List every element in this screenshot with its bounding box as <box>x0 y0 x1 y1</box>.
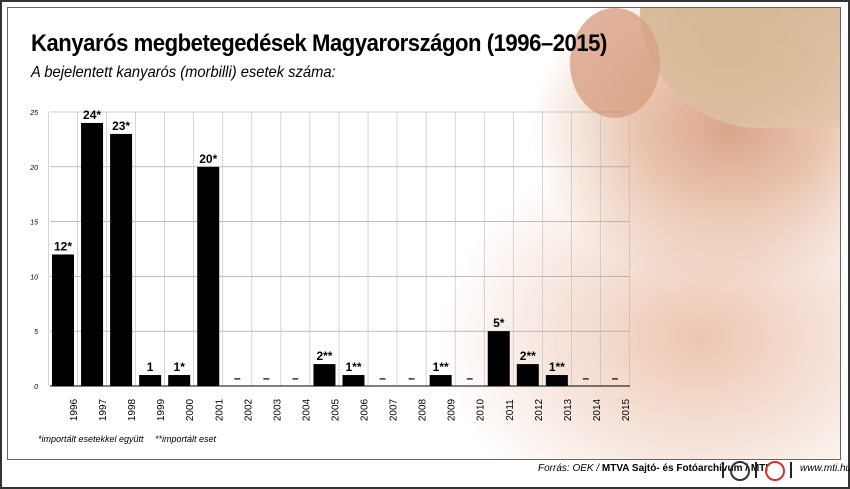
x-tick-label: 2002 <box>243 398 254 421</box>
chart-subtitle: A bejelentett kanyarós (morbilli) esetek… <box>31 64 336 81</box>
x-tick-label: 2010 <box>476 398 487 421</box>
bar-2009 <box>429 375 452 386</box>
footnote-single: *importált esetekkel együtt <box>38 434 144 444</box>
footnote-double: **importált eset <box>155 434 217 444</box>
data-label: – <box>234 371 241 385</box>
x-tick-label: 2004 <box>301 398 312 421</box>
bar-2005 <box>313 364 336 386</box>
bar-1996 <box>52 254 74 386</box>
y-tick-label: 25 <box>29 110 38 117</box>
data-label: 12* <box>54 239 72 253</box>
y-tick-label: 15 <box>30 220 38 227</box>
data-label: – <box>466 371 473 385</box>
data-label: – <box>408 371 415 385</box>
data-label: – <box>292 371 299 385</box>
data-label: 1 <box>147 360 154 374</box>
divider <box>722 462 724 478</box>
divider <box>755 462 757 478</box>
x-tick-label: 2013 <box>563 398 574 421</box>
data-label: – <box>612 371 619 385</box>
x-tick-label: 2008 <box>418 398 429 421</box>
bar-2012 <box>516 364 539 386</box>
bar-2011 <box>487 331 510 386</box>
x-tick-label: 2005 <box>330 398 341 421</box>
x-tick-label: 1996 <box>69 398 80 421</box>
x-tick-label: 2000 <box>185 398 196 421</box>
bar-1997 <box>81 122 104 387</box>
data-label: 5* <box>493 316 505 330</box>
divider <box>790 462 792 478</box>
x-tick-label: 2006 <box>360 398 371 421</box>
data-label: 2** <box>316 349 332 363</box>
data-label: 1** <box>433 360 449 374</box>
x-tick-label: 1998 <box>127 398 138 421</box>
source-text: Forrás: OEK / MTVA Sajtó- és Fotóarchívu… <box>538 463 769 474</box>
bar-2013 <box>545 375 568 386</box>
data-label: 23* <box>112 119 130 133</box>
data-label: 1* <box>174 360 186 374</box>
x-tick-label: 2009 <box>447 398 458 421</box>
y-tick-label: 0 <box>34 384 38 391</box>
data-label: – <box>263 371 270 385</box>
x-tick-label: 2003 <box>272 398 283 421</box>
mtva-logo <box>730 461 750 481</box>
y-tick-label: 20 <box>29 165 38 172</box>
bar-2001 <box>197 166 220 386</box>
data-label: 1** <box>345 360 361 374</box>
data-label: 1** <box>549 360 565 374</box>
bar-2006 <box>342 375 365 386</box>
chart-title: Kanyarós megbetegedések Magyarországon (… <box>31 30 607 57</box>
x-tick-label: 2001 <box>214 398 225 421</box>
y-tick-label: 5 <box>34 329 38 336</box>
data-label: 24* <box>83 108 101 122</box>
bar-1998 <box>110 133 133 386</box>
data-label: – <box>583 371 590 385</box>
data-label: 20* <box>199 152 217 166</box>
mti-logo <box>765 461 785 481</box>
child-photo <box>400 8 840 459</box>
source-url: www.mti.hu <box>800 463 850 474</box>
bar-1999 <box>139 375 162 386</box>
x-tick-label: 2012 <box>534 398 545 421</box>
x-tick-label: 2014 <box>592 398 603 421</box>
bar-2000 <box>168 375 191 386</box>
x-tick-label: 2011 <box>505 399 516 421</box>
data-label: 2** <box>520 349 536 363</box>
data-label: – <box>379 371 386 385</box>
x-tick-label: 2007 <box>389 398 400 421</box>
x-tick-label: 1997 <box>98 398 109 421</box>
x-tick-label: 2015 <box>621 398 632 421</box>
y-tick-label: 10 <box>30 274 38 281</box>
x-tick-label: 1999 <box>156 398 167 421</box>
